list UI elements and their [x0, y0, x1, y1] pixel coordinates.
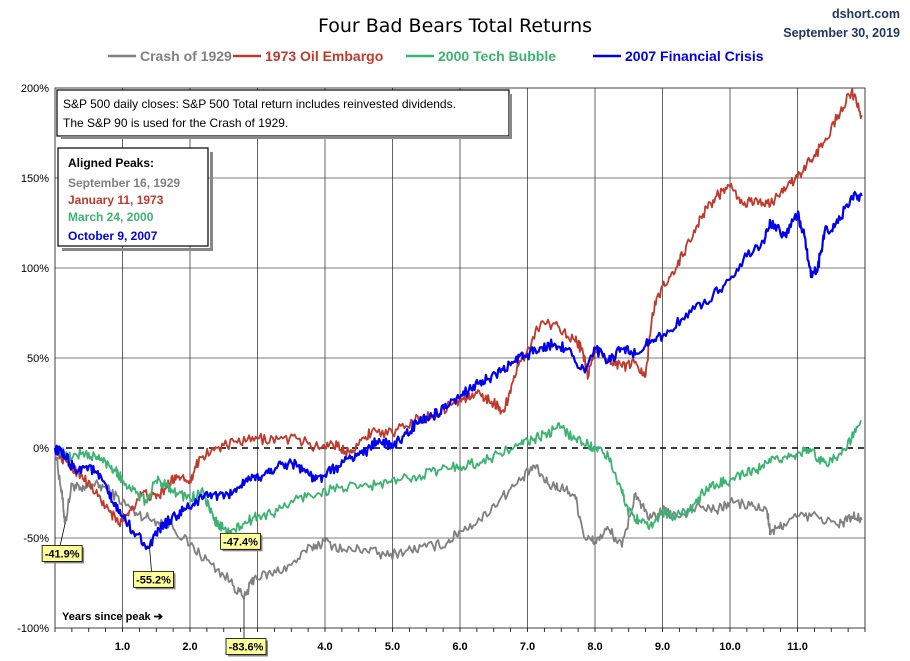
min-callout: -41.9% — [41, 523, 85, 564]
peak-date-1973: January 11, 1973 — [68, 193, 164, 207]
callout-label: -55.2% — [136, 574, 171, 586]
callout-box — [220, 532, 261, 550]
series-line — [54, 447, 863, 600]
y-tick-label: 150% — [21, 173, 49, 185]
peak-date-2000: March 24, 2000 — [68, 210, 154, 224]
x-tick-label: 1.0 — [115, 641, 130, 653]
y-tick-label: -100% — [17, 623, 49, 635]
callout-leader — [149, 547, 152, 572]
note-line-1: S&P 500 daily closes: S&P 500 Total retu… — [63, 97, 456, 111]
legend-label: Crash of 1929 — [140, 48, 232, 64]
legend-label: 1973 Oil Embargo — [265, 48, 383, 64]
y-axis: 200% 150% 100% 50% 0% -50% -100% — [17, 83, 49, 635]
y-tick-label: 200% — [21, 83, 49, 95]
peak-date-2007: October 9, 2007 — [68, 229, 158, 243]
legend-label: 2007 Financial Crisis — [625, 48, 764, 64]
callout-box — [225, 638, 267, 655]
legend: Crash of 1929 1973 Oil Embargo 2000 Tech B… — [108, 48, 764, 64]
chart-title: Four Bad Bears Total Returns — [318, 15, 592, 37]
y-tick-label: -50% — [23, 533, 49, 545]
callout-label: -47.4% — [223, 536, 258, 548]
callout-label: -83.6% — [229, 641, 264, 653]
source-label: dshort.com — [832, 7, 900, 21]
y-tick-label: 50% — [27, 353, 49, 365]
note-box: S&P 500 daily closes: S&P 500 Total retu… — [56, 89, 512, 139]
x-tick-label: 5.0 — [385, 641, 400, 653]
callout-box — [41, 545, 83, 562]
aligned-peaks-box: Aligned Peaks: September 16, 1929 Januar… — [57, 147, 213, 251]
legend-label: 2000 Tech Bubble — [438, 48, 556, 64]
x-tick-label: 8.0 — [587, 641, 602, 653]
min-callout: -55.2% — [133, 547, 176, 590]
x-tick-label: 11.0 — [787, 641, 808, 653]
callout-leader — [59, 523, 66, 546]
x-tick-label: 7.0 — [520, 641, 535, 653]
callout-box — [133, 570, 174, 588]
note-line-2: The S&P 90 is used for the Crash of 1929… — [63, 116, 288, 130]
y-tick-label: 100% — [21, 263, 49, 275]
series-line — [54, 87, 863, 528]
peak-date-1929: September 16, 1929 — [68, 176, 180, 190]
x-tick-label: 2.0 — [182, 641, 197, 653]
callout-label: -41.9% — [45, 548, 80, 560]
x-axis-label: Years since peak ➔ — [62, 611, 164, 623]
y-tick-label: 0% — [33, 443, 49, 455]
series-lines — [53, 87, 863, 600]
x-tick-label: 9.0 — [655, 641, 670, 653]
aligned-peaks-title: Aligned Peaks: — [68, 156, 154, 170]
x-tick-label: 6.0 — [452, 641, 467, 653]
series-line — [54, 420, 862, 538]
min-callout: -47.4% — [220, 532, 263, 552]
date-label: September 30, 2019 — [783, 26, 900, 40]
min-callout: -83.6% — [225, 598, 268, 657]
x-axis: 1.02.03.04.05.06.07.08.09.010.011.0 — [54, 628, 866, 653]
x-tick-label: 10.0 — [719, 641, 740, 653]
annotations: -41.9% -55.2% -47.4% -83.6% — [41, 523, 268, 657]
series-line — [53, 191, 863, 551]
x-tick-label: 4.0 — [317, 641, 332, 653]
